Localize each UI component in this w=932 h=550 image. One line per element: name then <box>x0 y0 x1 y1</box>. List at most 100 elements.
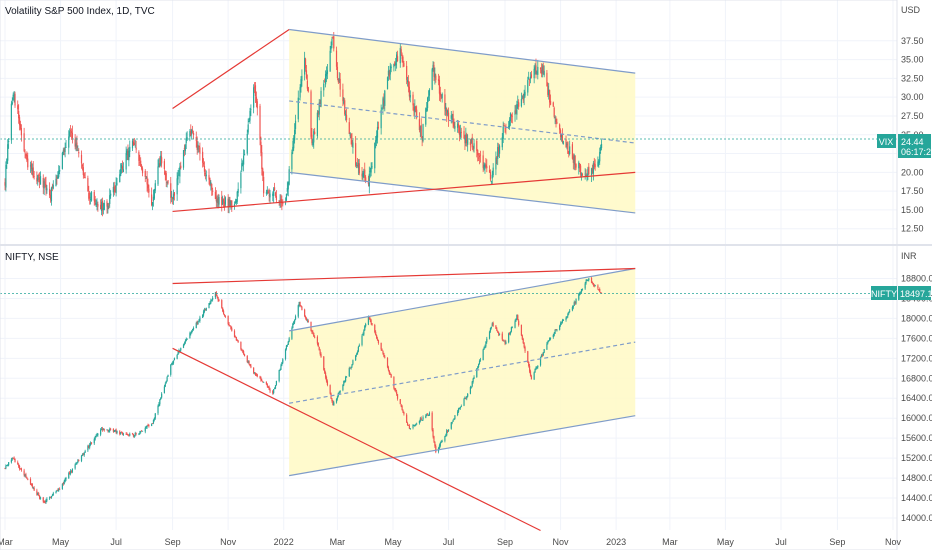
candle-body <box>310 321 312 331</box>
candle-body <box>560 134 563 138</box>
candle-body <box>599 289 601 293</box>
candle-body <box>426 108 428 111</box>
candle-body <box>433 436 435 442</box>
candle-body <box>196 140 198 150</box>
candle-body <box>406 80 409 83</box>
candle-body <box>224 316 227 318</box>
candle-body <box>284 349 287 359</box>
candle-body <box>555 329 557 331</box>
candle-body <box>318 102 320 115</box>
candle-body <box>63 481 65 485</box>
candle-body <box>30 484 33 485</box>
candle-body <box>81 164 84 167</box>
candle-body <box>580 289 583 292</box>
candle-body <box>57 175 59 179</box>
candle-body <box>165 173 167 181</box>
candle-body <box>144 171 146 178</box>
candle-body <box>192 328 194 331</box>
candle-body <box>549 337 552 339</box>
candle-body <box>282 202 284 205</box>
candle-body <box>230 201 232 206</box>
candle-body <box>598 160 600 164</box>
candle-body <box>97 434 99 435</box>
candle-body <box>581 289 584 290</box>
price-axis[interactable]: 37.5035.0032.5030.0027.5025.0022.5020.00… <box>901 36 932 523</box>
candle-body <box>477 149 479 156</box>
candle-body <box>350 366 352 369</box>
candle-body <box>556 329 558 331</box>
candle-body <box>208 303 210 309</box>
candle-body <box>294 319 296 323</box>
candle-body <box>103 203 105 210</box>
candle-body <box>569 146 571 154</box>
candle-body <box>339 390 341 393</box>
candle-body <box>528 361 530 366</box>
candle-body <box>395 389 397 392</box>
candle-body <box>285 193 288 201</box>
candle-body <box>269 193 271 198</box>
candle-body <box>100 428 103 430</box>
candle-body <box>364 169 366 178</box>
candle-body <box>234 201 237 204</box>
candle-body <box>96 203 98 205</box>
candle-body <box>253 367 255 373</box>
vix-symbol-badge[interactable]: VIX <box>877 134 896 148</box>
candle-body <box>497 147 499 159</box>
price-tick-label: 17.50 <box>901 186 924 196</box>
nifty-symbol-badge[interactable]: NIFTY <box>871 286 897 300</box>
candle-body <box>210 300 212 304</box>
candle-body <box>343 380 345 385</box>
candle-body <box>282 359 284 363</box>
time-axis[interactable]: Mar May Jul Sep Nov 2022 Mar May Jul Sep Nov 2023 Ma… <box>0 537 901 547</box>
candle-body <box>62 483 64 485</box>
candle-body <box>312 142 314 146</box>
candle-body <box>592 163 594 174</box>
candle-body <box>343 101 345 104</box>
candle-body <box>529 365 531 372</box>
candle-body <box>132 141 135 145</box>
candle-body <box>278 200 280 202</box>
candle-body <box>472 378 474 382</box>
candle-body <box>31 483 33 487</box>
candle-body <box>466 134 468 144</box>
candle-body <box>304 57 306 75</box>
candle-body <box>93 192 95 201</box>
candle-body <box>508 333 511 334</box>
candle-body <box>23 133 25 152</box>
candle-body <box>112 186 114 193</box>
candle-body <box>541 355 543 356</box>
channel-area <box>289 29 636 213</box>
candle-body <box>191 330 193 334</box>
candle-body <box>165 381 167 384</box>
vix-price-badge[interactable]: 24.44 06:17:21 <box>898 134 932 158</box>
candle-body <box>492 167 494 176</box>
candle-body <box>539 357 542 366</box>
candle-body <box>218 300 220 301</box>
pane-separator[interactable] <box>0 244 932 246</box>
candle-body <box>438 445 441 449</box>
candle-body <box>214 292 216 298</box>
candle-body <box>61 152 63 169</box>
candle-body <box>567 142 569 154</box>
candle-body <box>235 336 237 341</box>
candle-body <box>323 83 325 91</box>
candle-body <box>453 418 455 421</box>
candle-body <box>4 182 6 186</box>
candle-body <box>29 165 32 167</box>
candle-body <box>434 73 436 78</box>
candle-body <box>362 334 364 336</box>
candle-body <box>75 463 77 465</box>
nifty-price-badge[interactable]: 18497.15 <box>898 286 932 300</box>
candle-body <box>250 365 252 368</box>
candle-body <box>78 152 80 154</box>
candle-body <box>43 501 45 503</box>
candle-body <box>229 199 231 207</box>
candle-body <box>183 147 186 150</box>
candle-body <box>192 327 195 330</box>
time-tick-label: Mar <box>0 537 13 547</box>
candle-body <box>304 316 307 318</box>
candle-body <box>517 101 519 103</box>
candle-body <box>199 317 201 322</box>
nifty-symbol-label: NIFTY <box>871 289 897 299</box>
